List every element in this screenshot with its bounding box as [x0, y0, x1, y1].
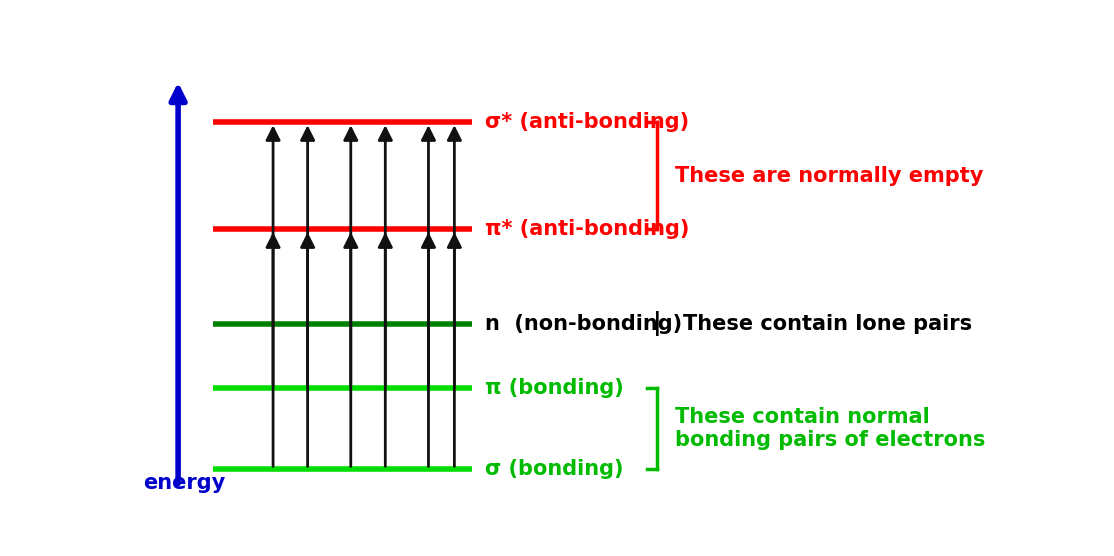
Text: These are normally empty: These are normally empty [675, 166, 983, 186]
Text: These contain lone pairs: These contain lone pairs [683, 314, 973, 334]
Text: energy: energy [144, 473, 226, 493]
Text: |: | [653, 311, 662, 336]
Text: σ (bonding): σ (bonding) [485, 459, 623, 479]
Text: n  (non-bonding): n (non-bonding) [485, 314, 682, 334]
Text: π* (anti-bonding): π* (anti-bonding) [485, 220, 688, 240]
Text: σ* (anti-bonding): σ* (anti-bonding) [485, 112, 688, 132]
Text: These contain normal
bonding pairs of electrons: These contain normal bonding pairs of el… [675, 407, 985, 450]
Text: π (bonding): π (bonding) [485, 378, 624, 398]
